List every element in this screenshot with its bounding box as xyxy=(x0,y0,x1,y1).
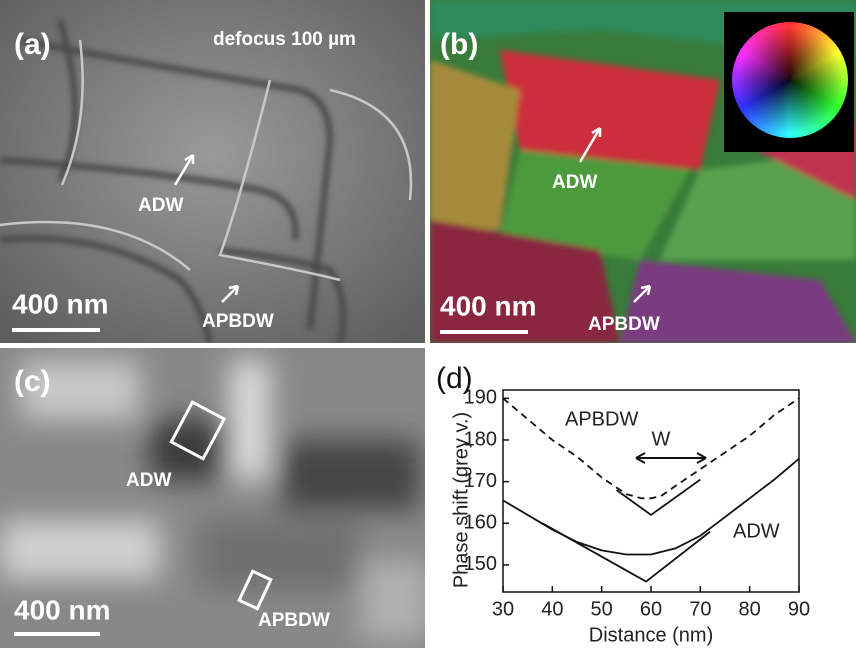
page: {"panels": [ {"label": "(a)", "note": "d… xyxy=(0,0,856,648)
x-tick-label: 30 xyxy=(492,598,514,620)
x-tick-label: 90 xyxy=(788,598,810,620)
y-tick-label: 160 xyxy=(464,512,497,534)
annotation: ADW xyxy=(138,195,183,216)
x-tick-label: 60 xyxy=(640,598,662,620)
data-line xyxy=(542,523,710,581)
annotation: APBDW xyxy=(588,314,660,335)
color-wheel-disc xyxy=(732,22,848,138)
annotation: W xyxy=(652,428,671,450)
scale-label: 400 nm xyxy=(440,290,537,321)
y-tick-label: 180 xyxy=(464,428,497,450)
y-tick-label: 190 xyxy=(464,387,497,409)
x-tick-label: 50 xyxy=(591,598,613,620)
x-tick-label: 40 xyxy=(541,598,563,620)
data-line xyxy=(616,480,700,515)
scale-label: 400 nm xyxy=(12,288,109,319)
annotation: ADW xyxy=(552,172,597,193)
panel-label: (b) xyxy=(440,28,478,61)
annotation: APBDW xyxy=(202,311,274,332)
panel-label: (a) xyxy=(14,28,51,61)
annotation: APBDW xyxy=(565,408,638,430)
scale-label: 400 nm xyxy=(14,594,111,625)
y-tick-label: 150 xyxy=(464,553,497,575)
plot-frame xyxy=(503,390,799,592)
annotation: APBDW xyxy=(258,610,330,631)
annotation: ADW xyxy=(126,470,171,491)
color-wheel xyxy=(724,12,854,152)
y-tick-label: 170 xyxy=(464,470,497,492)
annotation: ADW xyxy=(733,520,780,542)
width-arrow xyxy=(636,453,706,463)
x-tick-label: 80 xyxy=(739,598,761,620)
note: defocus 100 µm xyxy=(213,29,356,50)
panel-label: (c) xyxy=(14,365,51,398)
x-axis-label: Distance (nm) xyxy=(589,624,713,646)
x-tick-label: 70 xyxy=(689,598,711,620)
